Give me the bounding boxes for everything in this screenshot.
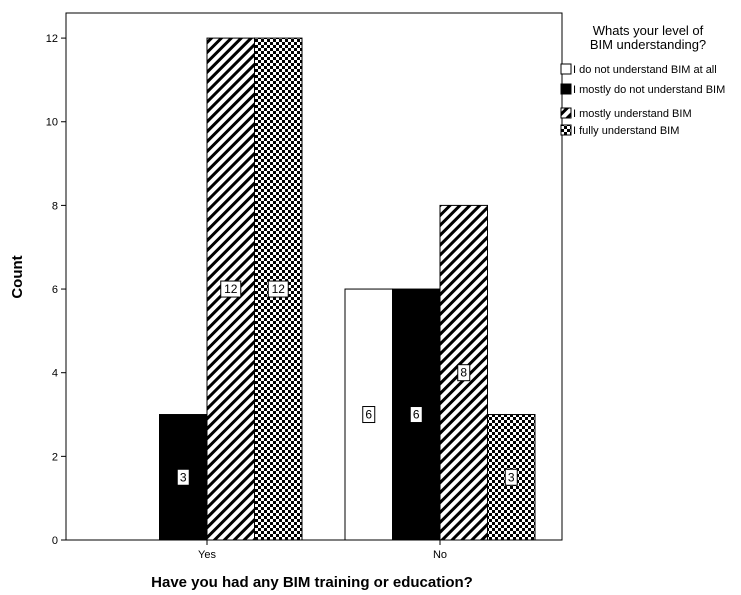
data-label-box [457, 364, 471, 382]
data-label: 6 [413, 408, 420, 422]
data-label: 3 [180, 470, 187, 484]
data-label-box [220, 280, 242, 298]
legend-title: Whats your level of BIM understanding? [590, 23, 706, 52]
y-tick-label: 4 [52, 368, 58, 380]
y-tick-label: 6 [52, 284, 58, 296]
data-label-box [504, 468, 518, 486]
data-label: 6 [365, 408, 372, 422]
legend-label: I fully understand BIM [573, 125, 679, 137]
data-label: 12 [224, 282, 238, 296]
legend-label: I mostly understand BIM [573, 108, 692, 120]
legend-swatch [560, 83, 572, 95]
data-label-box [362, 406, 376, 424]
legend-label: I mostly do not understand BIM [573, 84, 725, 96]
y-tick-label: 8 [52, 200, 58, 212]
x-tick-label: No [433, 549, 447, 561]
legend-label: I do not understand BIM at all [573, 64, 717, 76]
x-axis: Yes No [198, 540, 447, 561]
y-tick-label: 12 [46, 33, 58, 45]
legend-swatch [560, 63, 572, 75]
y-tick-label: 2 [52, 451, 58, 463]
legend-swatch [560, 107, 572, 119]
data-label: 3 [508, 470, 515, 484]
x-axis-title: Have you had any BIM training or educati… [151, 574, 473, 591]
y-axis-title: Count [9, 255, 26, 298]
legend: Whats your level of BIM understanding? I d… [560, 23, 725, 137]
data-label: 12 [272, 282, 286, 296]
data-label-box [267, 280, 289, 298]
legend-swatch [560, 124, 572, 136]
data-label: 8 [460, 366, 467, 380]
data-label-box [176, 468, 190, 486]
y-tick-label: 0 [52, 535, 58, 547]
bars [159, 37, 536, 541]
bar [344, 288, 393, 541]
data-label-box [409, 406, 423, 424]
data-labels: 3 12 12 6 6 8 3 [176, 280, 518, 486]
x-tick-label: Yes [198, 549, 216, 561]
y-axis: 0 2 4 6 8 10 12 [46, 33, 66, 547]
y-tick-label: 10 [46, 117, 58, 129]
